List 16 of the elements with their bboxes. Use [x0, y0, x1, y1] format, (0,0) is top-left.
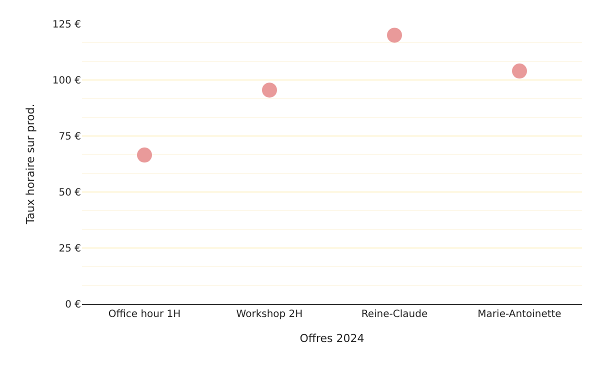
point [387, 28, 402, 43]
point [512, 64, 527, 79]
x-tick-label: Workshop 2H [236, 309, 303, 320]
point [262, 82, 277, 98]
y-tick-label: 25 € [58, 244, 81, 254]
y-axis-title: Taux horaire sur prod. [24, 104, 38, 226]
x-tick-label: Reine-Claude [361, 309, 428, 320]
y-tick-label: 100 € [52, 76, 81, 86]
x-axis-title: Offres 2024 [300, 332, 364, 346]
y-tick-label: 75 € [58, 132, 81, 142]
y-tick-label: 0 € [65, 300, 81, 310]
x-tick-label: Office hour 1H [108, 309, 181, 320]
y-tick-label: 125 € [52, 20, 81, 30]
point [137, 148, 152, 163]
x-tick-label: Marie-Antoinette [478, 309, 562, 320]
y-tick-label: 50 € [58, 188, 81, 198]
